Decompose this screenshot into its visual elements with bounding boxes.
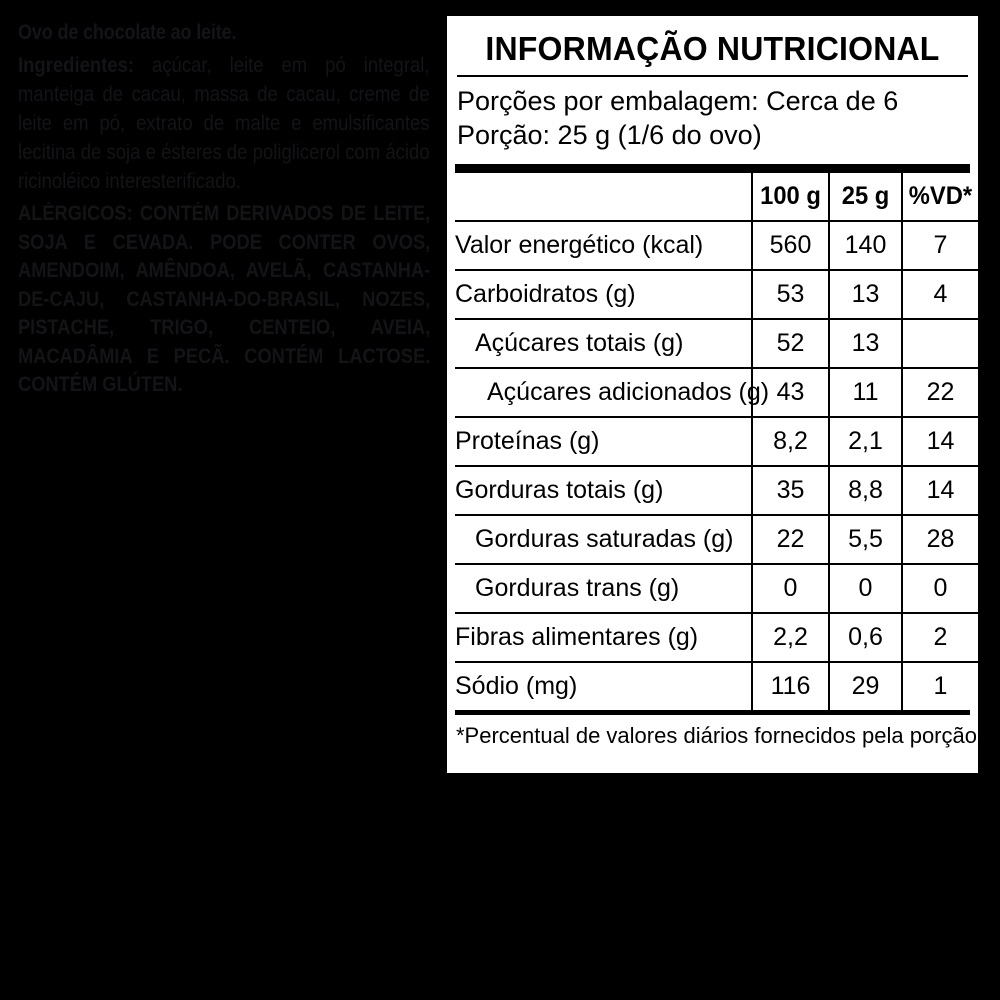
value-percent-dv: 1: [901, 662, 978, 710]
nutrient-name: Açúcares adicionados (g): [455, 368, 769, 418]
table-header-row: 100 g 25 g %VD*: [455, 173, 978, 222]
value-per-100g: 22: [751, 515, 829, 565]
nutrient-name: Sódio (mg): [455, 662, 752, 710]
value-per-portion: 13: [828, 270, 902, 320]
value-per-portion: 0: [828, 564, 902, 614]
allergens-paragraph: ALÉRGICOS: CONTÉM DERIVADOS DE LEITE, SO…: [18, 202, 431, 396]
table-row: Fibras alimentares (g) 2,2 0,6 2: [455, 613, 978, 663]
value-per-100g: 53: [751, 270, 829, 320]
ingredients-paragraph: Ingredientes: açúcar, leite em pó integr…: [18, 51, 429, 196]
header-thick-bar: [455, 164, 970, 173]
title-divider: [457, 75, 968, 77]
value-percent-dv: [901, 319, 978, 369]
value-percent-dv: 14: [901, 466, 978, 516]
nutrition-panel-title: INFORMAÇÃO NUTRICIONAL: [485, 30, 940, 67]
serving-size: Porção: 25 g (1/6 do ovo): [457, 120, 762, 150]
nutrient-name: Proteínas (g): [455, 417, 752, 467]
column-header-per-100g: 100 g: [752, 173, 828, 222]
table-row: Sódio (mg) 116 29 1: [455, 662, 978, 710]
table-row: Açúcares adicionados (g) 43 11 22: [455, 368, 978, 418]
nutrient-name: Gorduras saturadas (g): [455, 515, 752, 565]
value-per-100g: 35: [751, 466, 829, 516]
column-header-nutrient: [455, 173, 752, 222]
nutrient-name: Gorduras trans (g): [455, 564, 752, 614]
table-row: Carboidratos (g) 53 13 4: [455, 270, 978, 320]
table-row: Gorduras saturadas (g) 22 5,5 28: [455, 515, 978, 565]
value-per-portion: 140: [828, 221, 902, 271]
servings-per-package: Porções por embalagem: Cerca de 6: [457, 86, 899, 116]
value-per-portion: 5,5: [828, 515, 902, 565]
footnote-divider: [455, 710, 970, 715]
product-name: Ovo de chocolate ao leite.: [18, 21, 237, 44]
table-row: Proteínas (g) 8,2 2,1 14: [455, 417, 978, 467]
pack-copy-block: Ovo de chocolate ao leite. Ingredientes:…: [18, 20, 430, 400]
value-per-portion: 0,6: [828, 613, 902, 663]
nutrition-facts-panel: INFORMAÇÃO NUTRICIONAL Porções por embal…: [443, 12, 984, 777]
nutrient-name: Gorduras totais (g): [455, 466, 752, 516]
column-header-percent-dv: %VD*: [902, 173, 977, 222]
value-percent-dv: 2: [901, 613, 978, 663]
nutrient-name: Carboidratos (g): [455, 270, 752, 320]
value-per-100g: 116: [751, 662, 829, 710]
ingredients-label: Ingredientes:: [18, 54, 135, 77]
value-percent-dv: 28: [901, 515, 978, 565]
value-per-100g: 43: [751, 368, 829, 418]
nutrition-table: 100 g 25 g %VD* Valor energético (kcal) 5…: [455, 173, 978, 710]
nutrient-name: Valor energético (kcal): [455, 221, 752, 271]
value-per-portion: 11: [828, 368, 902, 418]
nutrient-name: Fibras alimentares (g): [455, 613, 752, 663]
value-per-portion: 2,1: [828, 417, 902, 467]
table-row: Gorduras trans (g) 0 0 0: [455, 564, 978, 614]
value-per-portion: 29: [828, 662, 902, 710]
value-per-100g: 2,2: [751, 613, 829, 663]
nutrition-table-body: Valor energético (kcal) 560 140 7 Carboidrat…: [455, 221, 978, 710]
value-percent-dv: 4: [901, 270, 978, 320]
nutrient-name: Açúcares totais (g): [455, 319, 752, 369]
value-per-portion: 13: [828, 319, 902, 369]
table-row: Açúcares totais (g) 52 13: [455, 319, 978, 369]
value-per-portion: 8,8: [828, 466, 902, 516]
serving-info-block: Porções por embalagem: Cerca de 6 Porção…: [447, 77, 978, 158]
ingredients-text: açúcar, leite em pó integral, manteiga d…: [18, 54, 430, 193]
value-percent-dv: 22: [901, 368, 978, 418]
value-per-100g: 0: [751, 564, 829, 614]
value-per-100g: 8,2: [751, 417, 829, 467]
value-per-100g: 52: [751, 319, 829, 369]
value-percent-dv: 0: [901, 564, 978, 614]
value-percent-dv: 14: [901, 417, 978, 467]
table-row: Gorduras totais (g) 35 8,8 14: [455, 466, 978, 516]
value-per-100g: 560: [751, 221, 829, 271]
nutrition-footnote: *Percentual de valores diários fornecido…: [456, 723, 984, 748]
column-header-per-portion: 25 g: [829, 173, 901, 222]
table-row: Valor energético (kcal) 560 140 7: [455, 221, 978, 271]
value-percent-dv: 7: [901, 221, 978, 271]
